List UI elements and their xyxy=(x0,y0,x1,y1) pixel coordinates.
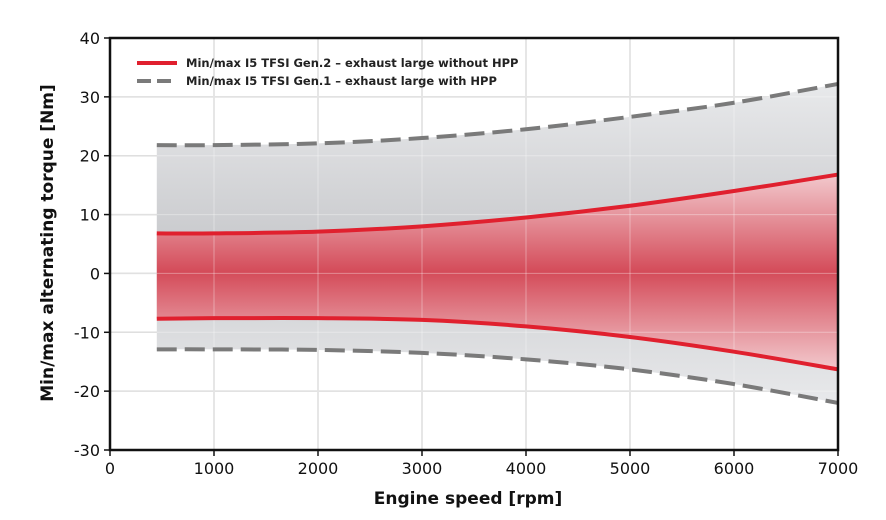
legend-label-gen1: Min/max I5 TFSI Gen.1 – exhaust large wi… xyxy=(186,74,497,88)
y-axis-title: Min/max alternating torque [Nm] xyxy=(38,84,58,402)
x-tick-label: 0 xyxy=(105,459,115,478)
x-tick-label: 6000 xyxy=(714,459,755,478)
plot-frame xyxy=(108,36,840,452)
y-tick-label: -20 xyxy=(74,382,100,401)
y-tick-label: 40 xyxy=(80,29,100,48)
x-axis-title: Engine speed [rpm] xyxy=(374,489,563,509)
band-gen2 xyxy=(156,174,839,370)
y-tick-label: 10 xyxy=(80,206,100,225)
series-line-gen1-max xyxy=(156,81,839,148)
y-tick-label: 20 xyxy=(80,147,100,166)
legend-label-gen2: Min/max I5 TFSI Gen.2 – exhaust large wi… xyxy=(186,56,518,70)
y-tick-label: -10 xyxy=(74,323,100,342)
legend: Min/max I5 TFSI Gen.2 – exhaust large wi… xyxy=(137,56,518,88)
x-tick-label: 4000 xyxy=(506,459,547,478)
x-tick-label: 7000 xyxy=(818,459,859,478)
x-tick-label: 5000 xyxy=(610,459,651,478)
y-tick-label: 30 xyxy=(80,88,100,107)
series-line-gen2-min xyxy=(156,316,839,372)
x-tick-label: 1000 xyxy=(194,459,235,478)
area-layer xyxy=(109,37,839,451)
x-tick-label: 3000 xyxy=(402,459,443,478)
line-layer xyxy=(156,81,839,405)
x-tick-label: 2000 xyxy=(298,459,339,478)
tick-layer: 0 1000 2000 3000 4000 5000 6000 7000 -30 -20 -10 0 1… xyxy=(74,29,859,478)
series-line-gen1-min xyxy=(156,347,839,405)
y-tick-label: 0 xyxy=(90,264,100,283)
y-tick-label: -30 xyxy=(74,441,100,460)
series-line-gen2-max xyxy=(156,172,839,236)
